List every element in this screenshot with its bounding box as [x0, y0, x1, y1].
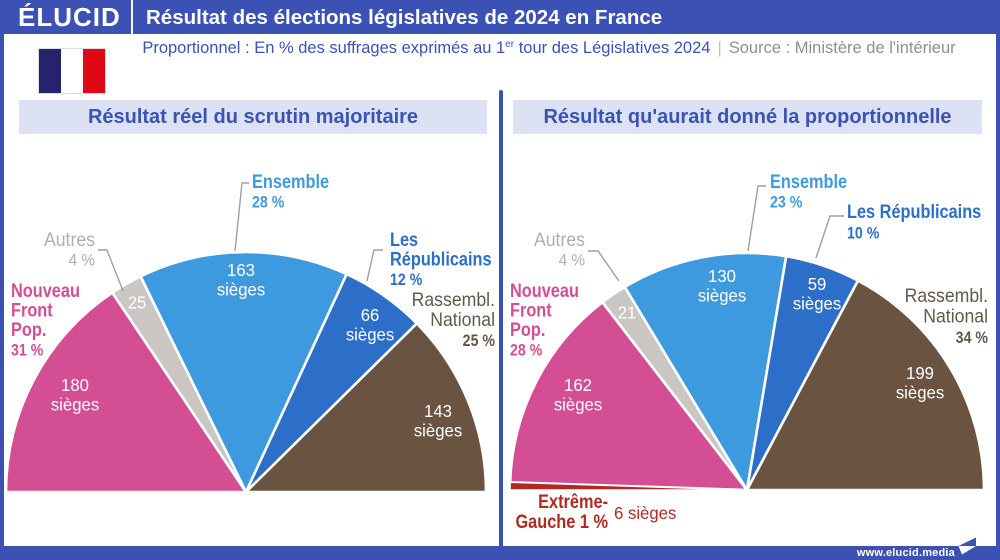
- leader-les-re-publicains: [366, 249, 383, 282]
- subtitle-separator: |: [717, 39, 722, 57]
- seat-count-les-re-publicains: 59: [808, 273, 827, 294]
- label-nouveau-front-pop: Pop.: [510, 319, 545, 340]
- label-les-re-publicains: Les Républicains: [847, 201, 981, 222]
- page-title: Résultat des élections législatives de 2…: [146, 6, 663, 29]
- slice-nouveau-front-pop: [4, 291, 248, 494]
- label-rassembl-national: Rassembl.: [905, 284, 988, 306]
- subtitle-method: Proportionnel : En % des suffrages expri…: [142, 39, 506, 57]
- slice-nouveau-front-pop: [508, 300, 749, 492]
- frame-border-right: [996, 34, 1000, 560]
- flag-stripe-blue: [39, 49, 61, 93]
- panel-title-right: Résultat qu'aurait donné la proportionne…: [513, 100, 982, 134]
- seat-count-rassembl-national: sièges: [896, 382, 945, 403]
- label-extre-me-gauche: Extrême-: [538, 491, 608, 512]
- seat-count-autres: 21: [618, 302, 637, 323]
- label-rassembl-national: National: [430, 308, 495, 330]
- leader-les-re-publicains: [815, 215, 844, 259]
- header-separator: [131, 0, 133, 34]
- slice-extre-me-gauche: [509, 481, 748, 491]
- seat-count-les-re-publicains: 66: [361, 304, 380, 325]
- leader-ensemble: [234, 182, 249, 252]
- frame-border-left: [0, 34, 4, 560]
- label-les-re-publicains: Les: [390, 229, 418, 250]
- header-bar: ÉLUCID Résultat des élections législativ…: [0, 0, 1000, 34]
- label-nouveau-front-pop: Front: [510, 299, 552, 320]
- label-les-re-publicains: Républicains: [390, 248, 492, 269]
- flag-stripe-red: [83, 49, 105, 93]
- seat-count-nouveau-front-pop: 162: [564, 374, 592, 395]
- seat-count-extre-me-gauche: 6 sièges: [614, 502, 677, 523]
- footer-bar: [0, 546, 1000, 560]
- label-rassembl-national: Rassembl.: [412, 288, 495, 310]
- label-nouveau-front-pop: 31 %: [11, 342, 44, 360]
- label-ensemble: Ensemble: [252, 171, 329, 192]
- subtitle-source: Source : Ministère de l'intérieur: [728, 39, 956, 57]
- seat-count-ensemble: sièges: [217, 279, 266, 300]
- seat-count-autres: 25: [128, 292, 147, 313]
- slice-ensemble: [623, 251, 788, 492]
- label-ensemble: Ensemble: [770, 171, 847, 192]
- flag-stripe-white: [61, 49, 83, 93]
- label-autres: Autres: [534, 228, 585, 250]
- seat-count-les-re-publicains: sièges: [346, 324, 395, 345]
- leader-autres: [98, 249, 124, 292]
- panel-title-left: Résultat réel du scrutin majoritaire: [19, 100, 487, 134]
- seat-count-rassembl-national: 199: [906, 362, 934, 383]
- seat-count-nouveau-front-pop: 180: [61, 374, 89, 395]
- label-nouveau-front-pop: Front: [11, 299, 53, 320]
- slice-ensemble: [139, 250, 348, 494]
- seat-count-rassembl-national: sièges: [414, 420, 463, 441]
- label-rassembl-national: 25 %: [463, 332, 496, 350]
- seat-count-ensemble: 163: [227, 259, 255, 280]
- france-flag-icon: [38, 48, 106, 94]
- label-nouveau-front-pop: 28 %: [510, 342, 543, 360]
- seat-count-ensemble: 130: [708, 265, 736, 286]
- label-extre-me-gauche: Gauche 1 %: [515, 511, 608, 532]
- leader-autres: [588, 250, 620, 282]
- elucid-flag-icon: [958, 537, 976, 555]
- slice-rassembl-national: [244, 322, 488, 494]
- panel-divider: [499, 90, 503, 546]
- subtitle-superscript: er: [505, 39, 515, 50]
- label-ensemble: 23 %: [770, 194, 803, 212]
- label-rassembl-national: National: [923, 305, 988, 327]
- subtitle: Proportionnel : En % des suffrages expri…: [104, 39, 994, 59]
- slice-rassembl-national: [745, 279, 986, 492]
- label-les-re-publicains: 12 %: [390, 271, 423, 289]
- leader-ensemble: [747, 185, 766, 252]
- label-autres: 4 %: [69, 252, 95, 270]
- label-nouveau-front-pop: Nouveau: [510, 280, 579, 301]
- label-ensemble: 28 %: [252, 194, 285, 212]
- seat-count-ensemble: sièges: [698, 285, 747, 306]
- elucid-logo: ÉLUCID: [18, 2, 121, 32]
- label-autres: 4 %: [559, 252, 585, 270]
- subtitle-method-tail: tour des Législatives 2024: [514, 39, 711, 57]
- seat-count-rassembl-national: 143: [424, 400, 452, 421]
- label-rassembl-national: 34 %: [956, 329, 989, 347]
- label-nouveau-front-pop: Nouveau: [11, 280, 80, 301]
- seat-count-nouveau-front-pop: sièges: [554, 394, 603, 415]
- chart-2: Extrême-Gauche 1 % 6 sièges162siègesNouve…: [508, 171, 989, 532]
- seat-count-nouveau-front-pop: sièges: [51, 394, 100, 415]
- website-url: www.elucid.media: [856, 547, 955, 559]
- label-autres: Autres: [44, 228, 95, 250]
- seat-count-les-re-publicains: sièges: [793, 293, 842, 314]
- label-nouveau-front-pop: Pop.: [11, 319, 46, 340]
- label-les-re-publicains: 10 %: [847, 225, 880, 243]
